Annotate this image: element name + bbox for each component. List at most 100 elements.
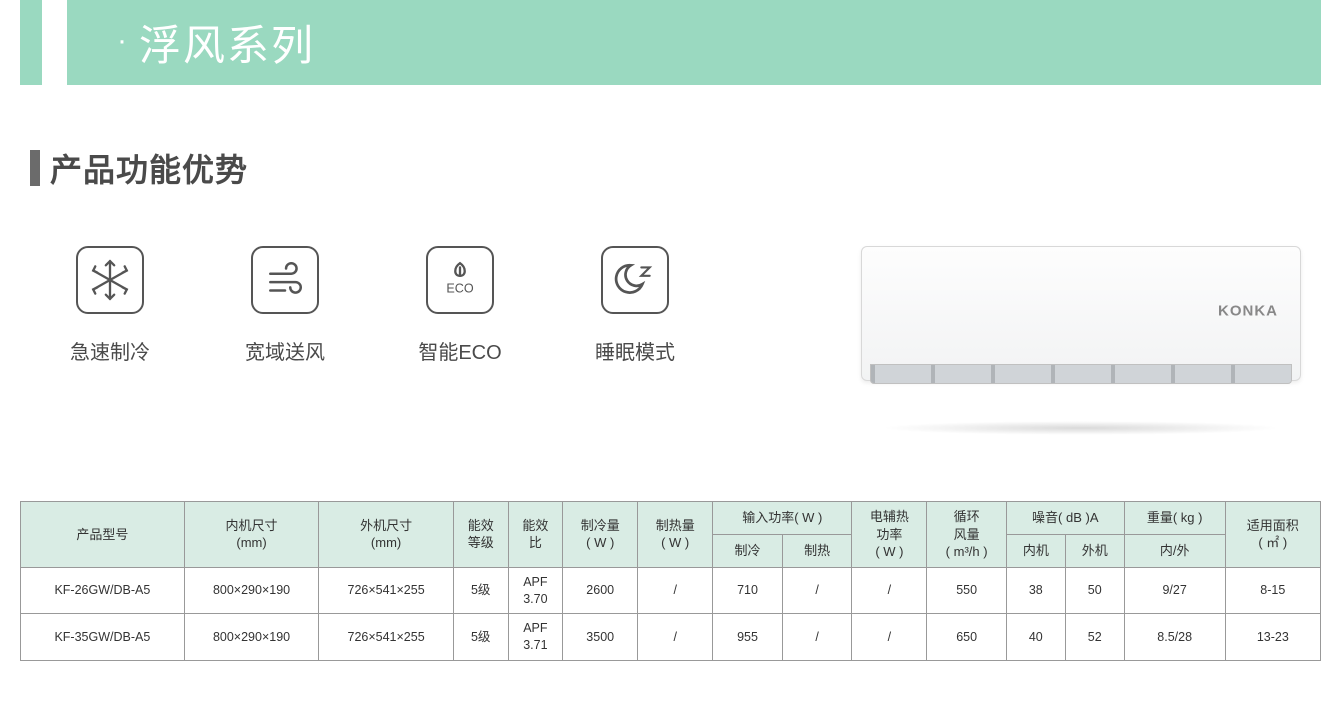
- section-heading: 产品功能优势: [20, 145, 1321, 191]
- cell-power-heat: /: [782, 567, 852, 614]
- cell-area: 13-23: [1225, 614, 1320, 661]
- col-heating: 制热量 ( W ): [638, 502, 713, 568]
- cell-outdoor-dim: 726×541×255: [319, 614, 454, 661]
- cell-eff-ratio: APF3.71: [508, 614, 563, 661]
- cell-cooling: 2600: [563, 567, 638, 614]
- cell-noise-in: 40: [1006, 614, 1065, 661]
- hdr-text: 制热量: [656, 518, 695, 533]
- col-weight-io: 内/外: [1124, 534, 1225, 567]
- features-product-row: 急速制冷 宽域送风 ECO 智能ECO: [20, 246, 1321, 421]
- feature-sleep-mode: 睡眠模式: [585, 246, 685, 365]
- col-input-power: 输入功率( W ): [713, 502, 852, 535]
- hdr-text: ( ㎡ ): [1258, 535, 1287, 550]
- cell-eff-grade: 5级: [453, 614, 508, 661]
- cell-noise-in: 38: [1006, 567, 1065, 614]
- hdr-text: (mm): [236, 535, 266, 550]
- series-title: 浮风系列: [139, 12, 315, 73]
- col-noise-in: 内机: [1006, 534, 1065, 567]
- feature-label: 睡眠模式: [595, 336, 675, 365]
- ac-unit: KONKA: [861, 246, 1301, 381]
- product-brand: KONKA: [1218, 302, 1278, 319]
- cell-noise-out: 52: [1065, 614, 1124, 661]
- col-eff-ratio: 能效 比: [508, 502, 563, 568]
- sleep-icon: [601, 246, 669, 314]
- col-aux-heat: 电辅热 功率 ( W ): [852, 502, 927, 568]
- section-title: 产品功能优势: [50, 145, 248, 191]
- cell-weight: 9/27: [1124, 567, 1225, 614]
- section-bar: [30, 150, 40, 186]
- cell-power-cool: 955: [713, 614, 783, 661]
- cell-area: 8-15: [1225, 567, 1320, 614]
- feature-label: 急速制冷: [70, 336, 150, 365]
- col-model: 产品型号: [21, 502, 185, 568]
- feature-list: 急速制冷 宽域送风 ECO 智能ECO: [60, 246, 685, 365]
- hdr-text: 等级: [468, 535, 494, 550]
- cell-aux-heat: /: [852, 567, 927, 614]
- banner-bullet: ·: [117, 24, 127, 58]
- spec-table-body: KF-26GW/DB-A5800×290×190726×541×2555级APF…: [21, 567, 1321, 661]
- feature-wide-airflow: 宽域送风: [235, 246, 335, 365]
- spec-table-head: 产品型号 内机尺寸 (mm) 外机尺寸 (mm) 能效 等级 能效 比 制冷量 …: [21, 502, 1321, 568]
- hdr-text: ( m³/h ): [946, 544, 988, 559]
- col-outdoor-dim: 外机尺寸 (mm): [319, 502, 454, 568]
- snowflake-icon: [76, 246, 144, 314]
- cell-eff-ratio: APF3.70: [508, 567, 563, 614]
- cell-model: KF-26GW/DB-A5: [21, 567, 185, 614]
- table-row: KF-26GW/DB-A5800×290×190726×541×2555级APF…: [21, 567, 1321, 614]
- hdr-text: 电辅热: [870, 509, 909, 524]
- hdr-text: 能效: [468, 518, 494, 533]
- hdr-text: 比: [529, 535, 542, 550]
- hdr-text: (mm): [371, 535, 401, 550]
- ac-shadow: [881, 421, 1281, 435]
- hdr-text: ( W ): [875, 544, 903, 559]
- cell-airflow: 550: [927, 567, 1006, 614]
- col-power-heat: 制热: [782, 534, 852, 567]
- svg-text:ECO: ECO: [446, 282, 473, 296]
- banner-stripe: [20, 0, 42, 85]
- cell-cooling: 3500: [563, 614, 638, 661]
- hdr-text: 风量: [954, 527, 980, 542]
- cell-model: KF-35GW/DB-A5: [21, 614, 185, 661]
- cell-aux-heat: /: [852, 614, 927, 661]
- cell-power-cool: 710: [713, 567, 783, 614]
- hdr-text: ( W ): [586, 535, 614, 550]
- col-power-cool: 制冷: [713, 534, 783, 567]
- hdr-text: 能效: [522, 518, 548, 533]
- hdr-text: 外机尺寸: [360, 518, 412, 533]
- col-noise-out: 外机: [1065, 534, 1124, 567]
- spec-table: 产品型号 内机尺寸 (mm) 外机尺寸 (mm) 能效 等级 能效 比 制冷量 …: [20, 501, 1321, 661]
- col-cooling: 制冷量 ( W ): [563, 502, 638, 568]
- hdr-text: 制冷量: [581, 518, 620, 533]
- wind-icon: [251, 246, 319, 314]
- cell-noise-out: 50: [1065, 567, 1124, 614]
- hdr-text: 适用面积: [1247, 518, 1299, 533]
- hdr-text: ( W ): [661, 535, 689, 550]
- cell-heating: /: [638, 614, 713, 661]
- hdr-text: 功率: [876, 527, 902, 542]
- product-image: KONKA: [861, 246, 1301, 421]
- ac-vent: [870, 364, 1292, 384]
- table-row: KF-35GW/DB-A5800×290×190726×541×2555级APF…: [21, 614, 1321, 661]
- hdr-text: 内机尺寸: [226, 518, 278, 533]
- feature-eco: ECO 智能ECO: [410, 246, 510, 365]
- col-eff-grade: 能效 等级: [453, 502, 508, 568]
- col-noise: 噪音( dB )A: [1006, 502, 1124, 535]
- col-indoor-dim: 内机尺寸 (mm): [184, 502, 319, 568]
- col-airflow: 循环 风量 ( m³/h ): [927, 502, 1006, 568]
- cell-eff-grade: 5级: [453, 567, 508, 614]
- feature-label: 智能ECO: [418, 336, 501, 365]
- eco-icon: ECO: [426, 246, 494, 314]
- banner-main: · 浮风系列: [67, 0, 1321, 85]
- feature-label: 宽域送风: [245, 336, 325, 365]
- cell-power-heat: /: [782, 614, 852, 661]
- cell-outdoor-dim: 726×541×255: [319, 567, 454, 614]
- col-area: 适用面积 ( ㎡ ): [1225, 502, 1320, 568]
- cell-airflow: 650: [927, 614, 1006, 661]
- feature-fast-cooling: 急速制冷: [60, 246, 160, 365]
- hdr-text: 循环: [954, 509, 980, 524]
- cell-heating: /: [638, 567, 713, 614]
- cell-weight: 8.5/28: [1124, 614, 1225, 661]
- col-weight: 重量( kg ): [1124, 502, 1225, 535]
- header-row-1: 产品型号 内机尺寸 (mm) 外机尺寸 (mm) 能效 等级 能效 比 制冷量 …: [21, 502, 1321, 535]
- series-banner: · 浮风系列: [20, 0, 1321, 85]
